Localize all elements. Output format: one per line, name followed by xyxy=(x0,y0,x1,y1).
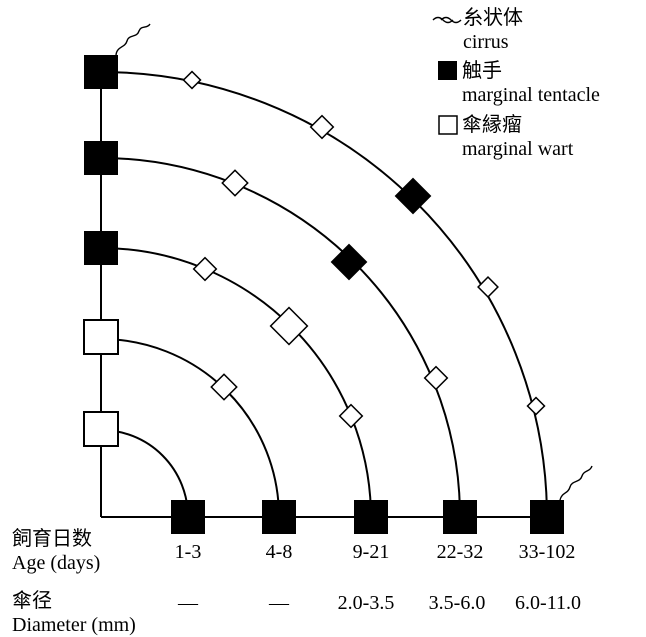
stage-age: 1-3 xyxy=(174,541,202,563)
filled-square-icon xyxy=(438,61,457,80)
legend-wart-en: marginal wart xyxy=(462,138,574,160)
tentacle-marker xyxy=(171,500,205,534)
tentacle-marker xyxy=(330,243,368,281)
legend-wart-ja: 傘縁瘤 xyxy=(462,114,522,136)
age-label-ja: 飼育日数 xyxy=(12,528,92,550)
wart-marker xyxy=(210,373,238,401)
tentacle-marker xyxy=(530,500,564,534)
wart-marker xyxy=(526,396,546,416)
stage-4-arc xyxy=(100,157,461,518)
wart-marker xyxy=(338,403,364,429)
tentacle-marker xyxy=(394,177,432,215)
stage-diameter: — xyxy=(269,592,289,614)
wart-marker xyxy=(423,365,449,391)
wart-marker xyxy=(83,319,119,355)
stage-age: 33-102 xyxy=(518,541,576,563)
stage-age: 4-8 xyxy=(265,541,293,563)
tentacle-marker xyxy=(84,55,118,89)
diameter-label-ja: 傘径 xyxy=(12,590,52,612)
wart-marker xyxy=(309,114,335,140)
tentacle-marker xyxy=(443,500,477,534)
legend-tentacle-ja: 触手 xyxy=(462,60,502,82)
wart-marker xyxy=(221,169,249,197)
cirrus-filament xyxy=(115,23,151,56)
tentacle-marker xyxy=(84,141,118,175)
stage-2-arc xyxy=(100,338,280,518)
tentacle-marker xyxy=(84,231,118,265)
wart-marker xyxy=(269,306,309,346)
wart-marker xyxy=(192,256,218,282)
wart-marker xyxy=(477,276,499,298)
wart-marker xyxy=(182,70,202,90)
legend-cirrus-ja: 糸状体 xyxy=(463,7,523,29)
wart-marker xyxy=(83,411,119,447)
tentacle-marker xyxy=(354,500,388,534)
tentacle-marker xyxy=(262,500,296,534)
stage-diameter: 3.5-6.0 xyxy=(428,592,486,614)
stage-diameter: 2.0-3.5 xyxy=(337,592,395,614)
stage-age: 9-21 xyxy=(352,541,390,563)
legend-tentacle-en: marginal tentacle xyxy=(462,84,600,106)
cirrus-wave-icon xyxy=(440,16,462,24)
stage-diameter: — xyxy=(178,592,198,614)
cirrus-filament xyxy=(559,465,593,501)
open-square-icon xyxy=(438,115,458,135)
age-label-en: Age (days) xyxy=(12,552,101,574)
cirrus-wave-icon xyxy=(432,16,454,24)
stage-3-arc xyxy=(100,247,372,518)
legend-cirrus-en: cirrus xyxy=(463,31,509,53)
diameter-label-en: Diameter (mm) xyxy=(12,614,136,636)
stage-diameter: 6.0-11.0 xyxy=(515,592,581,614)
stage-age: 22-32 xyxy=(436,541,484,563)
